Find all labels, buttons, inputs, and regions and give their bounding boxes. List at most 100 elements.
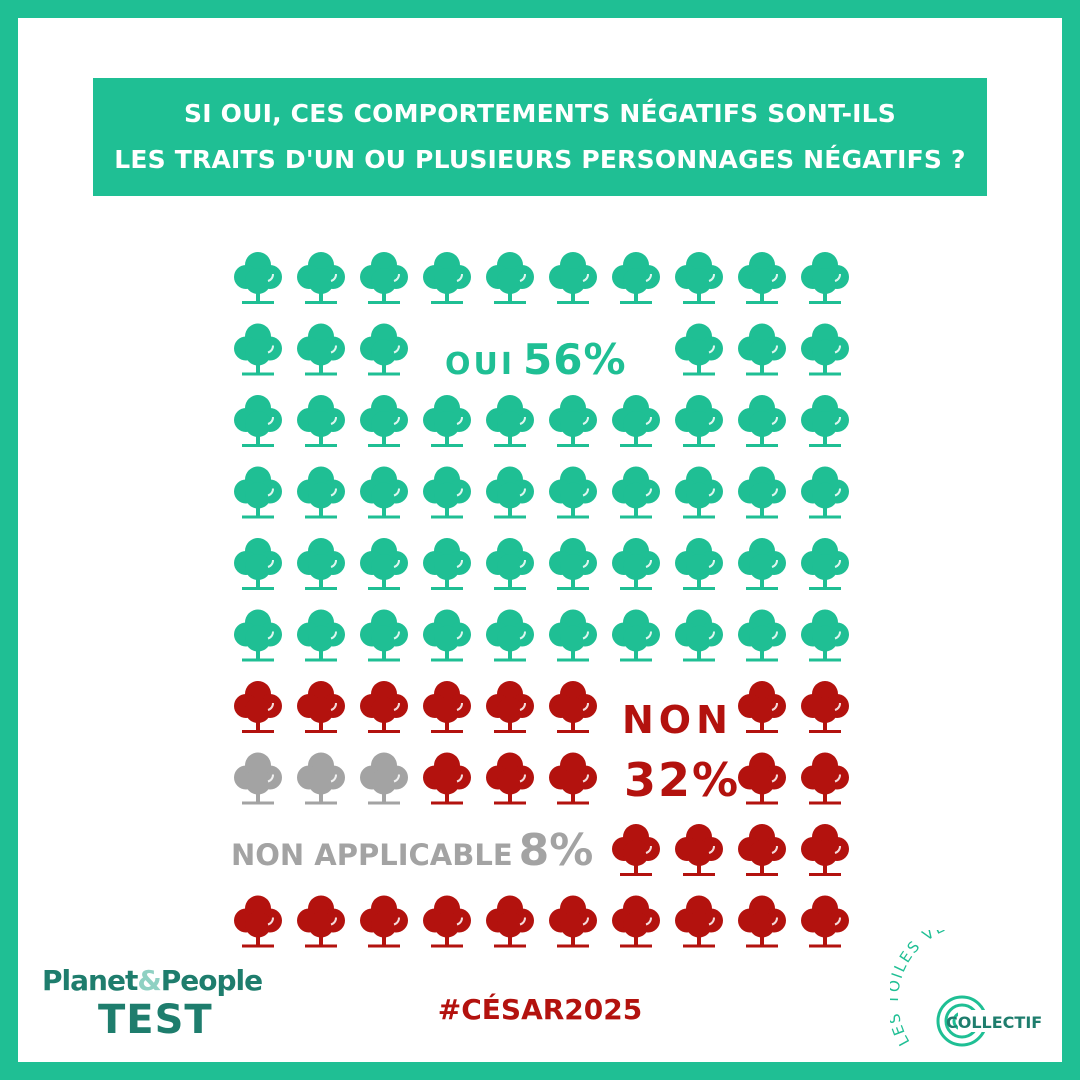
tree-icon [486, 895, 534, 948]
title-banner: SI OUI, CES COMPORTEMENTS NÉGATIFS SONT-… [93, 78, 987, 196]
tree-icon [234, 252, 282, 304]
hashtag: #CÉSAR2025 [437, 993, 643, 1026]
tree-icon [360, 681, 408, 733]
tree-icon [675, 466, 723, 519]
planet-people-test-logo: Planet&People TEST [42, 962, 263, 1043]
tree-icon [297, 681, 345, 733]
tree-icon [801, 252, 849, 304]
tree-icon [675, 323, 723, 376]
tree-icon [738, 466, 786, 519]
tree-icon [486, 252, 534, 304]
tree-icon [234, 681, 282, 733]
tree-icon [675, 824, 723, 876]
tree-icon [297, 252, 345, 304]
tree-icon [297, 395, 345, 447]
tree-icon [486, 752, 534, 805]
tree-icon [423, 395, 471, 447]
na-label-text: NON APPLICABLE [231, 838, 513, 872]
tree-icon [486, 681, 534, 733]
tree-icon [360, 609, 408, 662]
tree-icon [423, 609, 471, 662]
tree-icon [360, 323, 408, 376]
les-toiles-vertes-logo: LES TOILES VERTES COLLECTIF [890, 930, 1042, 1049]
tree-icon [612, 538, 660, 590]
tree-icon [675, 395, 723, 447]
tree-icon [297, 895, 345, 948]
tree-icon [675, 538, 723, 590]
tree-icon [234, 752, 282, 805]
tree-icon [549, 466, 597, 519]
tree-icon [738, 824, 786, 876]
tree-icon [486, 395, 534, 447]
tree-icon [486, 609, 534, 662]
tree-icon [360, 395, 408, 447]
tree-icon [612, 466, 660, 519]
tree-icon [675, 609, 723, 662]
tree-icon [423, 466, 471, 519]
tree-icon [738, 395, 786, 447]
tree-icon [297, 466, 345, 519]
tree-icon [801, 323, 849, 376]
tree-icon [801, 609, 849, 662]
non-label: NON [622, 698, 733, 742]
tree-icon [738, 609, 786, 662]
tree-icon [738, 895, 786, 948]
tree-icon [486, 466, 534, 519]
na-percent: 8% [518, 825, 594, 876]
tree-icon [423, 538, 471, 590]
logo-word: COLLECTIF [946, 1013, 1042, 1032]
tree-icon [549, 609, 597, 662]
tree-icon [738, 752, 786, 805]
oui-percent: 56% [523, 335, 627, 384]
tree-icon [549, 681, 597, 733]
tree-icon [801, 752, 849, 805]
tree-icon [549, 752, 597, 805]
tree-icon [549, 252, 597, 304]
title-line-1: SI OUI, CES COMPORTEMENTS NÉGATIFS SONT-… [184, 99, 896, 128]
tree-icon [360, 252, 408, 304]
tree-icon [801, 538, 849, 590]
tree-icon [801, 824, 849, 876]
tree-icon [297, 752, 345, 805]
tree-icon [549, 895, 597, 948]
tree-icon [738, 323, 786, 376]
tree-icon [297, 609, 345, 662]
tree-icon [297, 538, 345, 590]
na-label: NON APPLICABLE 8% [231, 822, 593, 884]
brand-planet: Planet [42, 964, 138, 997]
non-percent: 32% [624, 753, 741, 807]
tree-icon [360, 538, 408, 590]
tree-icon [234, 323, 282, 376]
tree-icon [549, 395, 597, 447]
oui-label: OUI 56% [445, 330, 627, 395]
tree-icon [234, 609, 282, 662]
tree-icon [360, 895, 408, 948]
tree-icon [738, 252, 786, 304]
tree-icon [801, 395, 849, 447]
tree-icon [234, 895, 282, 948]
tree-icon [801, 895, 849, 948]
tree-icon [612, 895, 660, 948]
tree-icon [549, 538, 597, 590]
brand-people: People [160, 964, 263, 997]
tree-icon [234, 395, 282, 447]
oui-label-text: OUI [445, 347, 516, 382]
tree-icon [612, 252, 660, 304]
brand-ampersand: & [137, 964, 161, 997]
tree-icon [738, 681, 786, 733]
tree-icon [801, 681, 849, 733]
tree-icon [360, 466, 408, 519]
tree-icon [297, 323, 345, 376]
tree-icon [486, 538, 534, 590]
tree-icon [675, 252, 723, 304]
tree-icon [423, 895, 471, 948]
tree-icon [801, 466, 849, 519]
title-line-2: LES TRAITS D'UN OU PLUSIEURS PERSONNAGES… [114, 145, 966, 174]
tree-icon [234, 538, 282, 590]
tree-icon [675, 895, 723, 948]
tree-icon [423, 252, 471, 304]
tree-icon [612, 395, 660, 447]
tree-icon [612, 824, 660, 876]
brand-test: TEST [98, 997, 213, 1043]
